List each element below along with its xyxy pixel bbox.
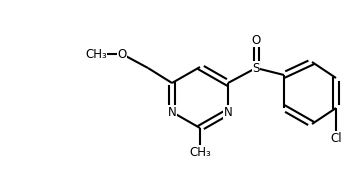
Text: CH₃: CH₃ xyxy=(85,47,107,61)
Text: O: O xyxy=(251,34,261,46)
Text: O: O xyxy=(117,47,127,61)
Text: N: N xyxy=(168,105,177,119)
Text: N: N xyxy=(223,105,232,119)
Text: CH₃: CH₃ xyxy=(189,146,211,159)
Text: S: S xyxy=(252,62,260,74)
Text: Cl: Cl xyxy=(330,132,342,144)
